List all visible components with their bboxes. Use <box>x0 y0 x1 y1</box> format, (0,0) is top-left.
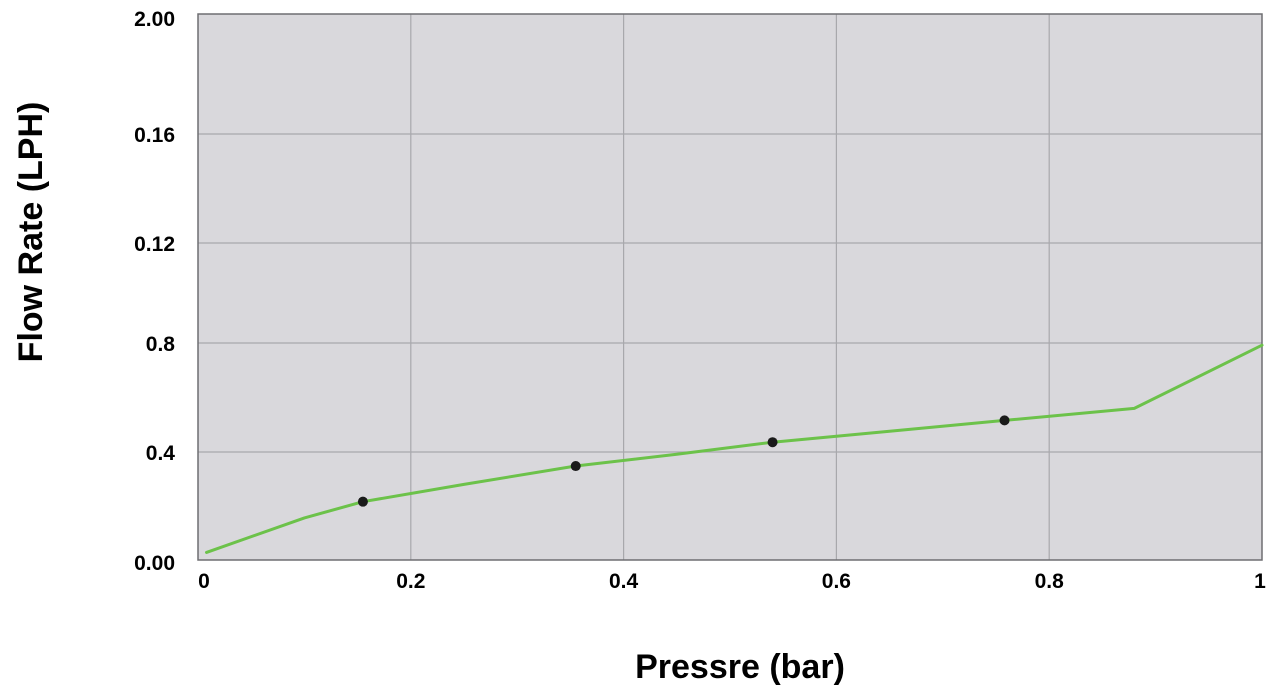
series-line <box>205 343 1264 554</box>
y-tick-label: 0.12 <box>134 233 175 256</box>
y-tick-label: 0.16 <box>134 124 175 147</box>
plot-area <box>198 14 1262 560</box>
x-tick-label: 0.6 <box>822 570 851 593</box>
x-axis-title: Pressre (bar) <box>635 648 845 686</box>
y-tick-label: 2.00 <box>134 8 175 31</box>
y-tick-label: 0.00 <box>134 552 175 575</box>
data-point-marker <box>999 415 1010 426</box>
y-tick-label: 0.8 <box>146 333 176 356</box>
data-point-marker <box>767 437 778 448</box>
x-tick-label: 1 <box>1254 570 1266 593</box>
x-tick-label: 0.8 <box>1035 570 1065 593</box>
y-tick-label: 0.4 <box>146 442 176 465</box>
y-axis-ticks: 0.00 0.4 0.8 0.12 0.16 2.00 <box>134 8 175 575</box>
x-axis-ticks: 0 0.2 0.4 0.6 0.8 1 <box>198 570 1266 593</box>
data-point-marker <box>570 461 581 472</box>
x-tick-label: 0.2 <box>396 570 425 593</box>
y-axis-title: Flow Rate (LPH) <box>12 102 50 363</box>
data-point-marker <box>357 496 368 507</box>
x-tick-label: 0 <box>198 570 210 593</box>
plot-frame <box>197 13 1263 561</box>
grid-lines <box>198 14 1262 560</box>
x-tick-label: 0.4 <box>609 570 639 593</box>
series-group <box>205 343 1264 554</box>
